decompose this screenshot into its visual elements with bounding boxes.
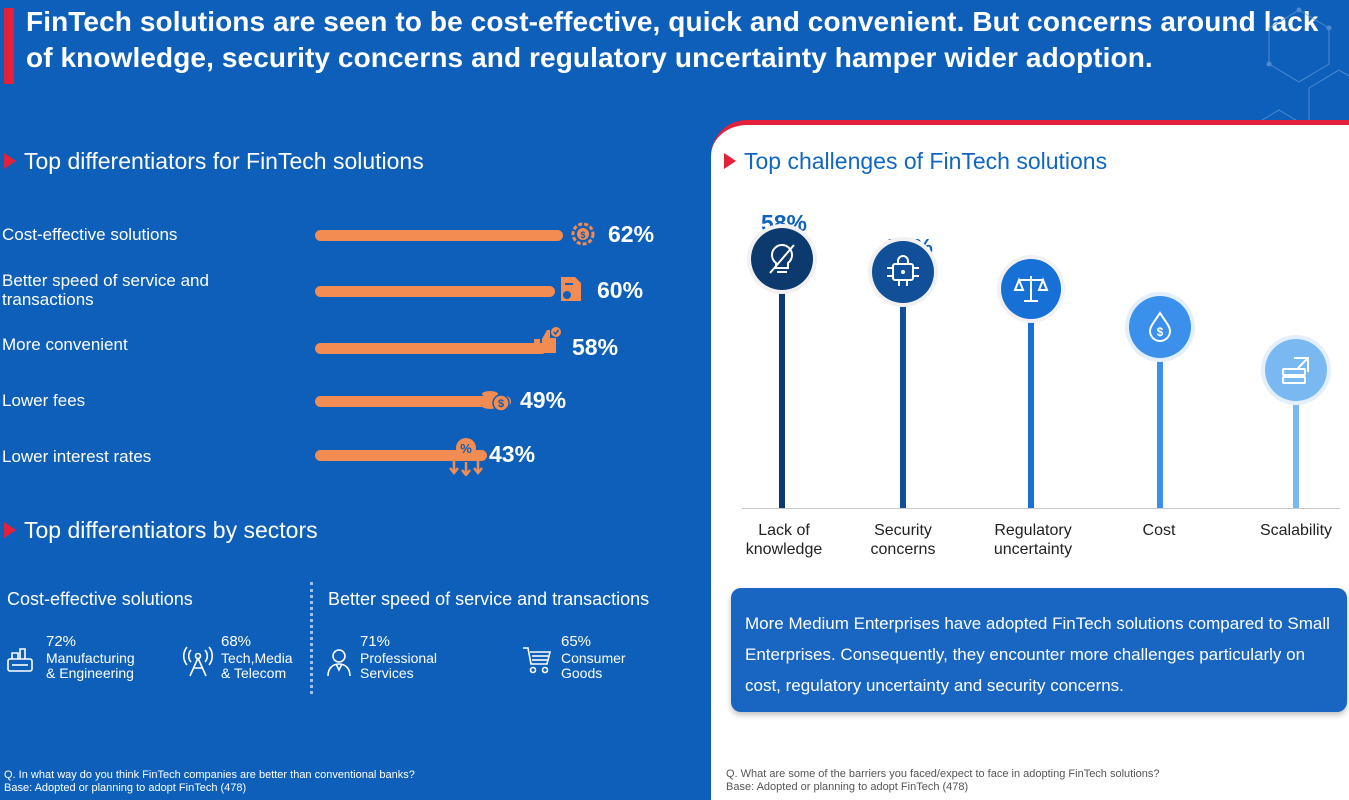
insight-callout: More Medium Enterprises have adopted Fin… — [731, 588, 1347, 712]
challenge-label: Regulatory uncertainty — [993, 522, 1073, 558]
differentiator-bar — [315, 286, 555, 297]
sector-divider — [310, 582, 313, 694]
lightbulb-slash-icon — [769, 243, 795, 274]
differentiator-percent: 43% — [489, 441, 536, 467]
coins-dollar-icon: $ — [482, 391, 510, 412]
challenge-circle — [1001, 258, 1061, 319]
scales-icon — [1013, 275, 1049, 302]
differentiator-percent: 62% — [608, 221, 655, 247]
drop-dollar-icon: $ — [1148, 311, 1172, 343]
differentiator-percent: 49% — [520, 387, 567, 413]
challenge-stick — [1293, 370, 1299, 508]
server-arrow-icon — [1282, 357, 1309, 385]
differentiator-label: Lower fees — [2, 391, 86, 410]
page-headline: FinTech solutions are seen to be cost-ef… — [26, 6, 1319, 73]
percent-down-arrows-icon: % — [449, 438, 483, 476]
sector-name: Services — [360, 665, 414, 681]
challenge-stick — [900, 271, 906, 508]
sector-speed-heading: Better speed of service and transactions — [328, 589, 650, 609]
challenge-circle: $ — [1129, 296, 1191, 359]
sector-percent: 71% — [360, 633, 391, 650]
svg-text:$: $ — [580, 230, 585, 240]
differentiator-bar — [315, 450, 487, 461]
sector-cost-heading: Cost-effective solutions — [7, 589, 193, 609]
challenge-label: Scalability — [1259, 522, 1333, 539]
sector-percent: 65% — [561, 633, 592, 650]
challenge-circle — [751, 227, 813, 290]
differentiator-bar — [315, 396, 511, 407]
right-footnote-base: Base: Adopted or planning to adopt FinTe… — [726, 781, 969, 793]
differentiator-label: More convenient — [2, 335, 128, 354]
triangle-bullet-icon — [4, 522, 16, 538]
differentiator-bar — [315, 343, 547, 354]
headline-accent-bar — [4, 8, 14, 84]
svg-text:$: $ — [498, 398, 504, 410]
challenge-stick — [779, 258, 785, 508]
chip-lock-icon — [887, 254, 919, 286]
sector-name: & Engineering — [46, 665, 134, 681]
left-footnote-base: Base: Adopted or planning to adopt FinTe… — [4, 782, 247, 794]
differentiator-bar — [315, 230, 563, 241]
challenge-label: Lack of knowledge — [745, 522, 823, 558]
challenges-title: Top challenges of FinTech solutions — [724, 147, 1107, 175]
differentiators-title: Top differentiators for FinTech solution… — [4, 147, 424, 175]
factory-icon — [7, 648, 33, 672]
shopping-cart-icon — [523, 647, 552, 674]
document-clock-icon — [561, 277, 581, 301]
differentiator-label: Cost-effective solutions — [2, 225, 178, 244]
sector-name: Manufacturing — [46, 650, 135, 666]
sector-percent: 72% — [46, 633, 77, 650]
challenge-stick — [1028, 288, 1034, 508]
sector-name: Professional — [360, 650, 438, 666]
svg-text:%: % — [460, 441, 472, 456]
sector-name: Goods — [561, 665, 603, 681]
sectors-title: Top differentiators by sectors — [4, 516, 318, 544]
right-footnote-question: Q. What are some of the barriers you fac… — [726, 768, 1160, 780]
challenge-circle — [872, 240, 934, 303]
differentiator-label: Lower interest rates — [2, 447, 152, 466]
differentiator-label: Better speed of service and transactions — [2, 271, 209, 309]
challenge-label: Cost — [1142, 522, 1176, 539]
svg-text:$: $ — [1157, 325, 1164, 339]
gear-dollar-icon: $ — [571, 222, 595, 246]
challenge-stick — [1157, 327, 1163, 508]
challenges-baseline — [742, 508, 1340, 509]
thumbs-up-check-icon — [534, 327, 561, 353]
sector-percent: 68% — [221, 633, 252, 650]
challenge-circle — [1265, 339, 1327, 402]
sector-name: & Telecom — [221, 665, 287, 681]
differentiator-percent: 58% — [572, 334, 619, 360]
person-icon — [327, 649, 351, 677]
triangle-bullet-icon — [724, 153, 736, 169]
sector-name: Tech,Media — [221, 650, 293, 666]
antenna-icon — [182, 646, 214, 677]
sector-name: Consumer — [561, 650, 626, 666]
challenge-label: Security concerns — [870, 522, 936, 558]
left-footnote-question: Q. In what way do you think FinTech comp… — [4, 769, 415, 781]
differentiator-percent: 60% — [597, 277, 644, 303]
triangle-bullet-icon — [4, 153, 16, 169]
